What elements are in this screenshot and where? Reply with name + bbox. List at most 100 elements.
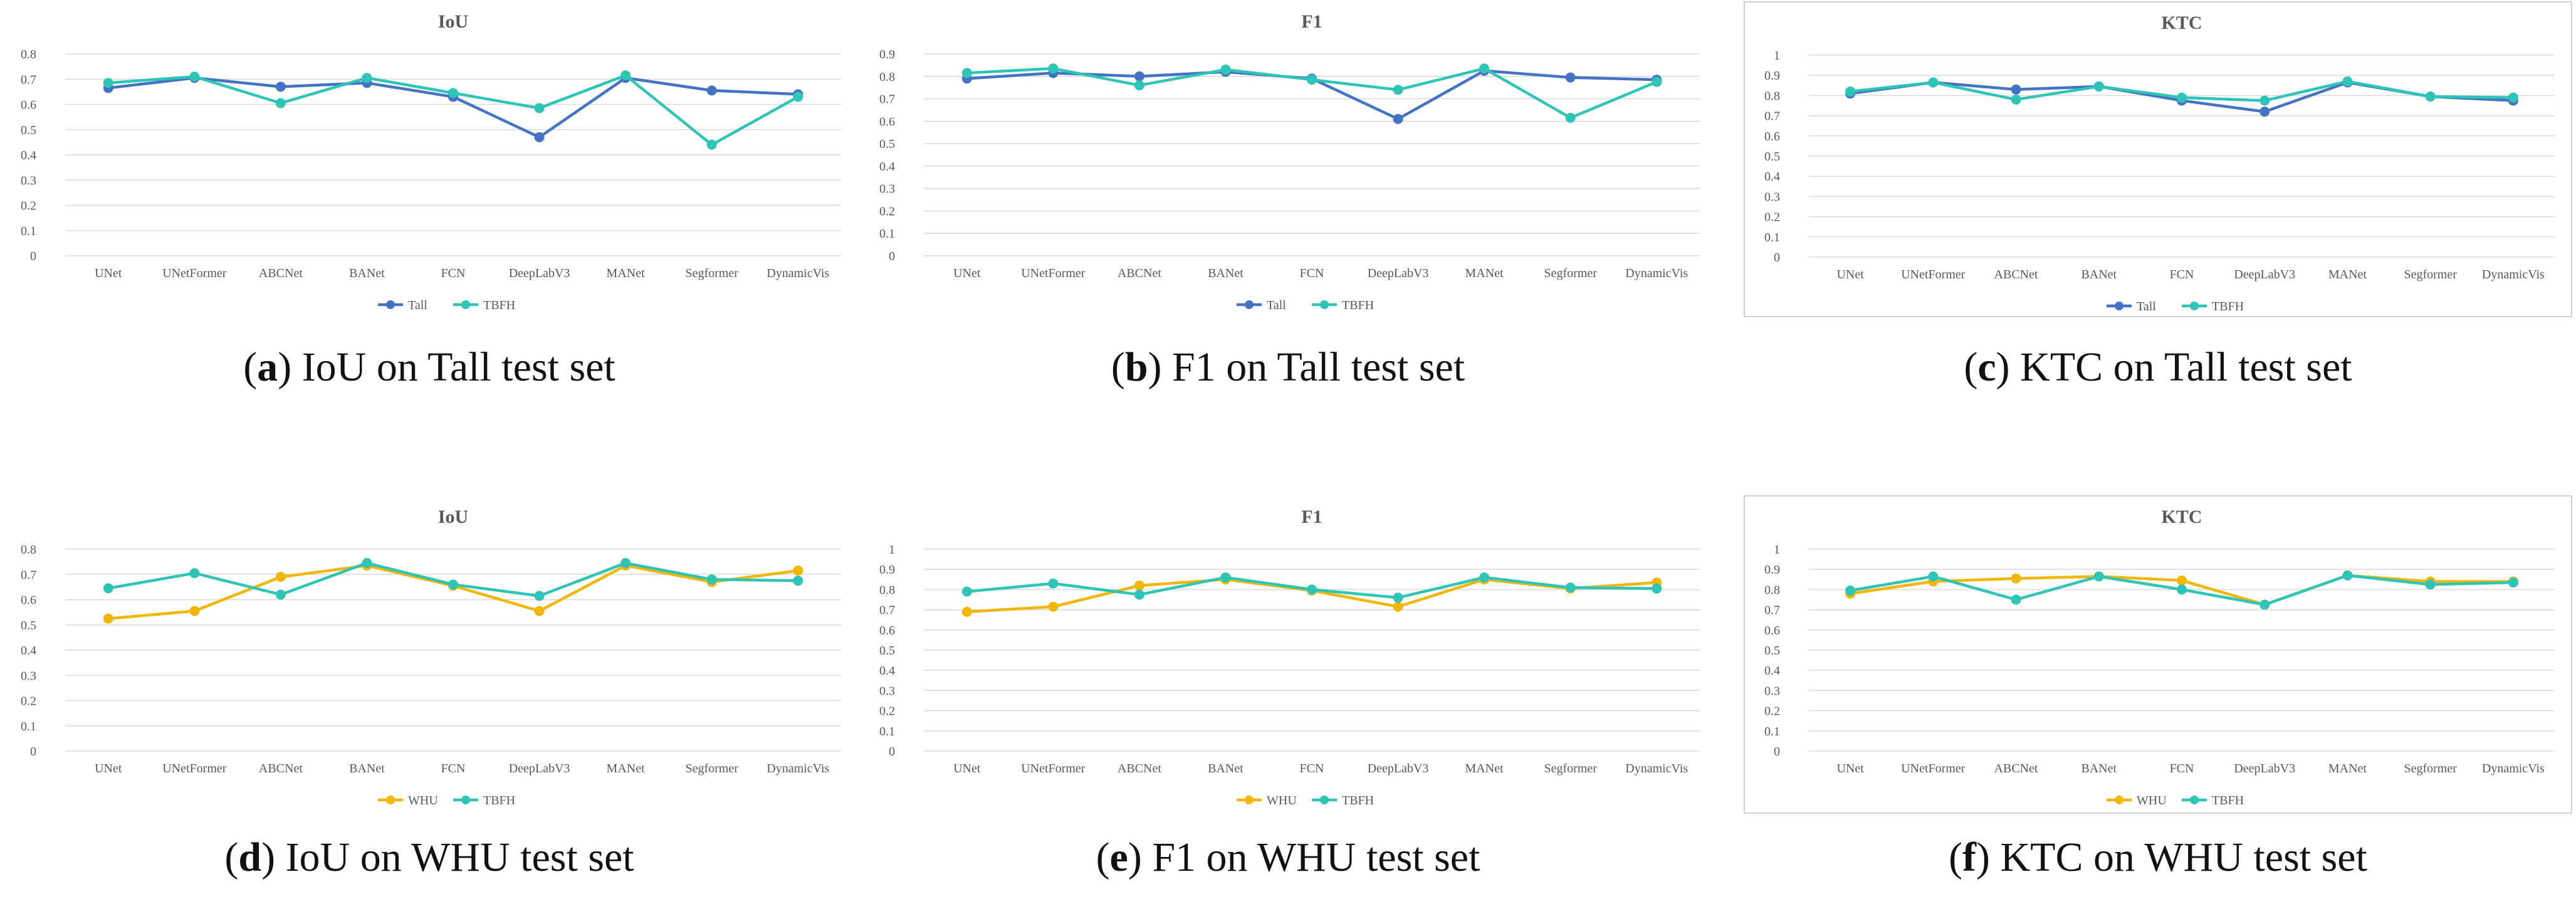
legend-label-c-tall: Tall [2137, 300, 2156, 313]
x-tick-label-b-banet: BANet [1208, 266, 1243, 280]
point-e-tbfh-dynamicvis [1652, 583, 1662, 594]
point-a-tall-deeplabv3 [534, 132, 545, 142]
point-d-tbfh-deeplabv3 [534, 591, 545, 601]
x-tick-label-f-abcnet: ABCNet [1994, 762, 2038, 775]
point-a-tbfh-dynamicvis [793, 92, 804, 102]
chart-svg-f: KTC 0 0.1 0.2 0.3 0.4 0.5 0.6 0.7 0.8 0.9 1 UNet UNet… [1764, 507, 2555, 807]
point-e-tbfh-abcnet [1134, 589, 1144, 600]
x-tick-label-f-fcn: FCN [2170, 762, 2194, 775]
y-tick-label-b: 0.2 [879, 204, 895, 218]
x-tick-label-e-unet: UNet [953, 762, 981, 775]
y-tick-label-c: 0.1 [1764, 231, 1780, 244]
y-tick-label-c: 0.9 [1764, 69, 1780, 83]
point-d-tbfh-unetformer [189, 568, 200, 579]
x-tick-label-e-dynamicvis: DynamicVis [1625, 762, 1688, 775]
y-tick-label-a: 0.8 [21, 48, 36, 61]
point-d-tbfh-dynamicvis [793, 576, 804, 586]
point-e-whu-unetformer [1048, 601, 1059, 612]
legend-label-d-tbfh: TBFH [483, 794, 515, 807]
y-tick-label-c: 0.5 [1764, 150, 1780, 164]
point-f-tbfh-dynamicvis [2508, 577, 2518, 588]
x-tick-label-f-dynamicvis: DynamicVis [2482, 762, 2545, 775]
y-tick-label-a: 0.2 [21, 199, 36, 213]
y-tick-label-e: 0.7 [879, 604, 895, 618]
point-a-tbfh-fcn [448, 88, 458, 98]
y-tick-label-a: 0.6 [21, 98, 36, 112]
y-tick-label-b: 0.1 [879, 227, 895, 241]
point-e-whu-deeplabv3 [1393, 601, 1403, 612]
y-tick-label-c: 1 [1774, 49, 1780, 63]
x-tick-label-c-unet: UNet [1836, 268, 1864, 281]
point-f-whu-fcn [2177, 575, 2187, 586]
point-a-tbfh-unet [103, 78, 113, 88]
point-e-tbfh-deeplabv3 [1393, 592, 1403, 603]
y-tick-label-f: 0.7 [1764, 604, 1780, 618]
y-tick-label-c: 0.3 [1764, 190, 1780, 204]
y-tick-label-a: 0.4 [21, 149, 36, 162]
caption-d: (d) IoU on WHU test set [224, 834, 634, 880]
y-tick-label-d: 0.2 [21, 695, 36, 708]
legend-marker-b-tbfh [1320, 300, 1329, 309]
x-tick-label-d-dynamicvis: DynamicVis [767, 762, 829, 775]
y-tick-label-b: 0.6 [879, 115, 895, 129]
point-c-tall-abcnet [2011, 84, 2021, 95]
legend-label-b-tbfh: TBFH [1342, 298, 1374, 312]
x-tick-label-f-unet: UNet [1836, 762, 1864, 775]
point-c-tbfh-dynamicvis [2508, 92, 2518, 103]
chart-title-c: KTC [2161, 13, 2202, 33]
y-tick-label-c: 0.4 [1764, 170, 1780, 184]
y-tick-label-a: 0.5 [21, 124, 36, 137]
caption-e-text: F1 on WHU test set [1152, 834, 1480, 880]
point-c-tbfh-abcnet [2011, 94, 2021, 105]
x-tick-label-f-manet: MANet [2328, 762, 2367, 775]
x-tick-label-c-manet: MANet [2328, 268, 2367, 281]
legend-marker-d-whu [386, 796, 395, 804]
legend-label-b-tall: Tall [1267, 298, 1286, 312]
caption-c: (c) KTC on Tall test set [1964, 344, 2352, 390]
chart-title-e: F1 [1301, 507, 1322, 527]
x-tick-label-d-deeplabv3: DeepLabV3 [509, 762, 570, 775]
caption-b-label: b [1124, 344, 1148, 390]
legend-label-f-whu: WHU [2137, 794, 2167, 807]
point-f-tbfh-unet [1845, 586, 1856, 596]
legend-label-e-tbfh: TBFH [1342, 794, 1374, 807]
point-f-tbfh-unetformer [1928, 571, 1939, 582]
y-tick-label-e: 0.4 [879, 664, 895, 678]
y-tick-label-d: 0.6 [21, 594, 36, 607]
point-a-tbfh-segformer [706, 139, 717, 150]
point-c-tbfh-banet [2093, 81, 2104, 92]
x-tick-label-d-banet: BANet [349, 762, 385, 775]
point-f-tbfh-banet [2093, 571, 2104, 582]
legend-marker-e-whu [1245, 796, 1254, 804]
y-tick-label-a: 0.7 [21, 73, 36, 87]
y-tick-label-f: 0.6 [1764, 624, 1780, 638]
point-b-tall-deeplabv3 [1393, 113, 1403, 124]
y-tick-label-f: 0.1 [1764, 725, 1780, 739]
chart-svg-e: F1 0 0.1 0.2 0.3 0.4 0.5 0.6 0.7 0.8 0.9 1 UNet UNetF… [879, 507, 1700, 807]
point-a-tbfh-banet [362, 73, 372, 83]
chart-svg-a: IoU 0 0.1 0.2 0.3 0.4 0.5 0.6 0.7 0.8 UNet UNetForm… [21, 11, 841, 312]
point-f-whu-abcnet [2011, 573, 2021, 584]
chart-svg-c: KTC 0 0.1 0.2 0.3 0.4 0.5 0.6 0.7 0.8 0.9 1 UNet UNet… [1764, 13, 2555, 313]
x-tick-label-d-abcnet: ABCNet [259, 762, 303, 775]
x-tick-label-d-unet: UNet [95, 762, 122, 775]
y-tick-label-f: 0.4 [1764, 664, 1780, 678]
x-tick-label-d-unetformer: UNetFormer [162, 762, 227, 775]
point-b-tbfh-unetformer [1048, 63, 1059, 74]
y-tick-label-e: 0.6 [879, 624, 895, 638]
caption-f-label: f [1962, 834, 1977, 880]
x-tick-label-a-dynamicvis: DynamicVis [767, 266, 829, 280]
point-b-tall-segformer [1565, 72, 1576, 83]
point-d-whu-unetformer [189, 606, 200, 616]
legend-label-e-whu: WHU [1267, 794, 1297, 807]
chart-panel-c: KTC 0 0.1 0.2 0.3 0.4 0.5 0.6 0.7 0.8 0.9 1 UNet UNet… [1744, 1, 2572, 317]
x-tick-label-f-segformer: Segformer [2404, 762, 2457, 775]
chart-panel-f: KTC 0 0.1 0.2 0.3 0.4 0.5 0.6 0.7 0.8 0.9 1 UNet UNet… [1744, 495, 2572, 814]
x-tick-label-f-banet: BANet [2081, 762, 2117, 775]
y-tick-label-a: 0 [30, 250, 36, 263]
legend-marker-f-tbfh [2190, 796, 2199, 804]
point-a-tbfh-deeplabv3 [534, 103, 545, 113]
point-b-tbfh-segformer [1565, 112, 1576, 123]
x-tick-label-c-dynamicvis: DynamicVis [2482, 268, 2545, 281]
point-a-tbfh-abcnet [275, 98, 286, 108]
